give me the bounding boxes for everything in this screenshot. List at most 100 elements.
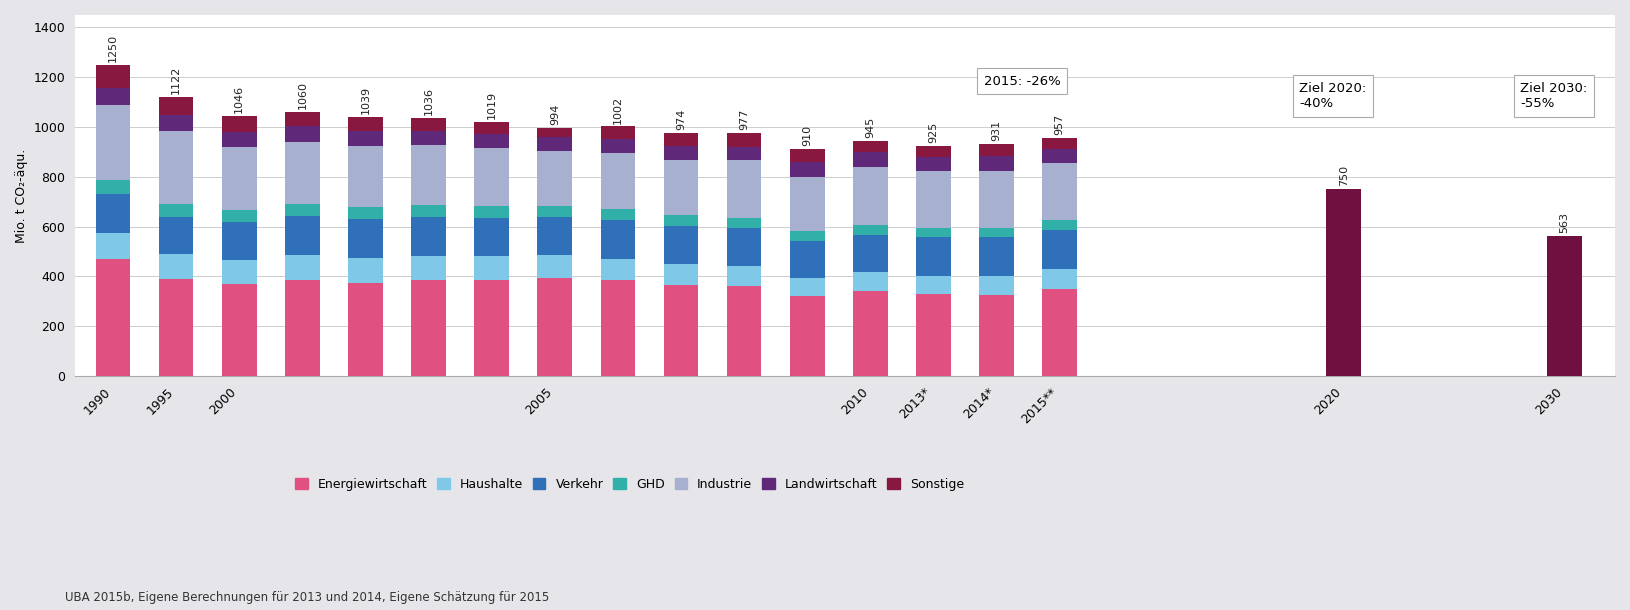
Bar [538,137,572,151]
Text: 945: 945 [866,117,875,138]
Bar [474,122,509,134]
Text: 910: 910 [802,125,812,146]
Y-axis label: Mio. t CO₂-äqu.: Mio. t CO₂-äqu. [15,148,28,243]
Bar [600,280,636,376]
Bar [852,291,888,376]
Bar [727,218,761,228]
Text: 1250: 1250 [108,34,117,62]
Bar [663,215,698,226]
Bar [538,217,572,255]
Bar [474,256,509,280]
Text: 1019: 1019 [487,91,497,120]
Bar [1042,149,1077,163]
Bar [411,280,447,376]
Bar [980,144,1014,156]
Bar [222,148,256,210]
Bar [852,272,888,291]
Bar [349,258,383,282]
Bar [538,278,572,376]
Text: 957: 957 [1055,113,1064,135]
Bar [411,205,447,217]
Bar [349,207,383,219]
Bar [474,206,509,218]
Bar [727,286,761,376]
Bar [916,294,950,376]
Bar [349,219,383,258]
Bar [411,131,447,145]
Bar [538,255,572,278]
Bar [916,171,950,228]
Text: Ziel 2030:
-55%: Ziel 2030: -55% [1521,82,1588,110]
Bar [96,259,130,376]
Bar [349,282,383,376]
Text: 925: 925 [929,121,939,143]
Bar [1042,163,1077,220]
Bar [96,233,130,259]
Bar [600,259,636,280]
Text: 563: 563 [1560,212,1570,233]
Bar [980,156,1014,171]
Bar [349,117,383,131]
Bar [474,280,509,376]
Bar [727,133,761,146]
Text: 1039: 1039 [360,86,370,114]
Bar [980,237,1014,276]
Bar [96,65,130,88]
Bar [852,167,888,224]
Bar [96,88,130,104]
Text: 1036: 1036 [424,87,434,115]
Bar [663,226,698,264]
Bar [663,285,698,376]
Text: 931: 931 [991,120,1001,141]
Bar [349,146,383,207]
Bar [727,146,761,160]
Text: 1002: 1002 [613,95,623,123]
Bar [1547,235,1581,376]
Bar [600,220,636,259]
Bar [1042,270,1077,289]
Bar [663,134,698,146]
Bar [663,160,698,215]
Bar [222,221,256,260]
Bar [791,278,825,296]
Bar [222,132,256,148]
Bar [538,129,572,137]
Bar [222,115,256,132]
Bar [474,134,509,148]
Bar [96,194,130,233]
Bar [852,235,888,272]
Bar [600,126,636,138]
Bar [791,296,825,376]
Bar [916,237,950,276]
Bar [791,241,825,278]
Bar [916,146,950,157]
Bar [285,204,319,217]
Text: 2015: -26%: 2015: -26% [985,74,1061,88]
Bar [158,131,194,204]
Bar [538,206,572,217]
Bar [158,115,194,131]
Bar [158,204,194,217]
Bar [916,157,950,171]
Text: 974: 974 [676,109,686,131]
Bar [222,210,256,221]
Bar [600,138,636,153]
Bar [980,171,1014,228]
Text: 1060: 1060 [297,81,308,109]
Bar [285,112,319,126]
Bar [791,149,825,162]
Bar [411,256,447,280]
Bar [222,284,256,376]
Bar [538,151,572,206]
Bar [285,255,319,280]
Bar [1042,230,1077,270]
Bar [727,160,761,218]
Bar [349,131,383,146]
Text: 994: 994 [549,104,559,126]
Bar [474,218,509,256]
Bar [158,96,194,115]
Bar [285,142,319,204]
Text: 1046: 1046 [235,84,244,113]
Bar [96,104,130,181]
Bar [158,217,194,254]
